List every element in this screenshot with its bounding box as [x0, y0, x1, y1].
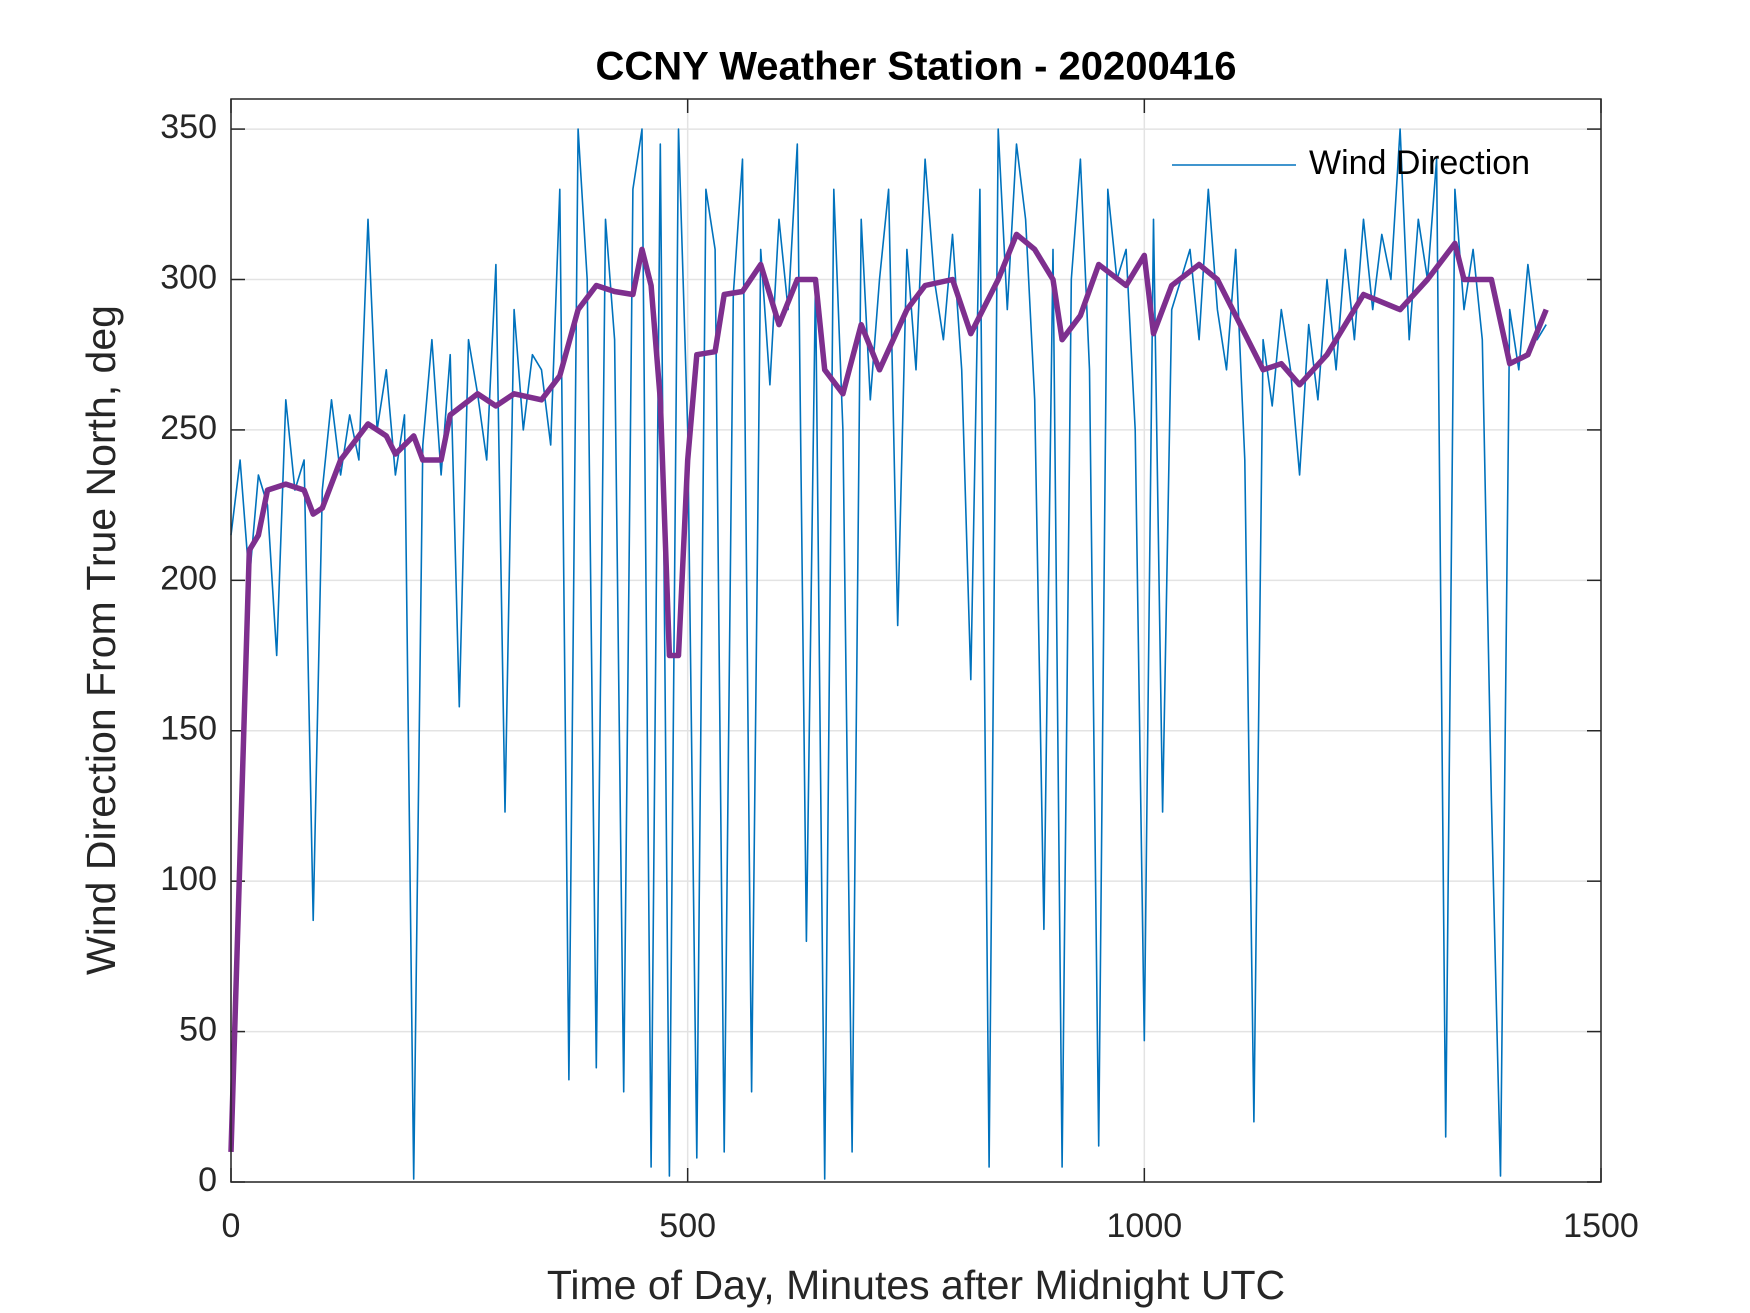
x-axis-label: Time of Day, Minutes after Midnight UTC — [547, 1262, 1285, 1308]
plot-background — [231, 99, 1601, 1182]
y-tick-label: 350 — [160, 108, 217, 146]
x-tick-label: 1500 — [1563, 1207, 1639, 1245]
y-tick-label: 50 — [179, 1011, 217, 1049]
x-tick-label: 0 — [222, 1207, 241, 1245]
x-tick-label: 1000 — [1107, 1207, 1183, 1245]
x-tick-label: 500 — [659, 1207, 716, 1245]
y-axis-label: Wind Direction From True North, deg — [78, 305, 124, 975]
chart-title: CCNY Weather Station - 20200416 — [596, 45, 1237, 89]
plot-area — [230, 99, 1602, 1183]
y-tick-label: 250 — [160, 409, 217, 447]
y-tick-label: 100 — [160, 860, 217, 898]
y-tick-label: 300 — [160, 258, 217, 296]
data-line — [228, 231, 1549, 1152]
axes-box — [230, 98, 1602, 1183]
y-tick-label: 0 — [198, 1161, 217, 1199]
legend-label: Wind Direction — [1309, 144, 1530, 182]
y-tick-label: 200 — [160, 559, 217, 597]
y-tick-label: 150 — [160, 710, 217, 748]
data-line — [230, 128, 1547, 1180]
